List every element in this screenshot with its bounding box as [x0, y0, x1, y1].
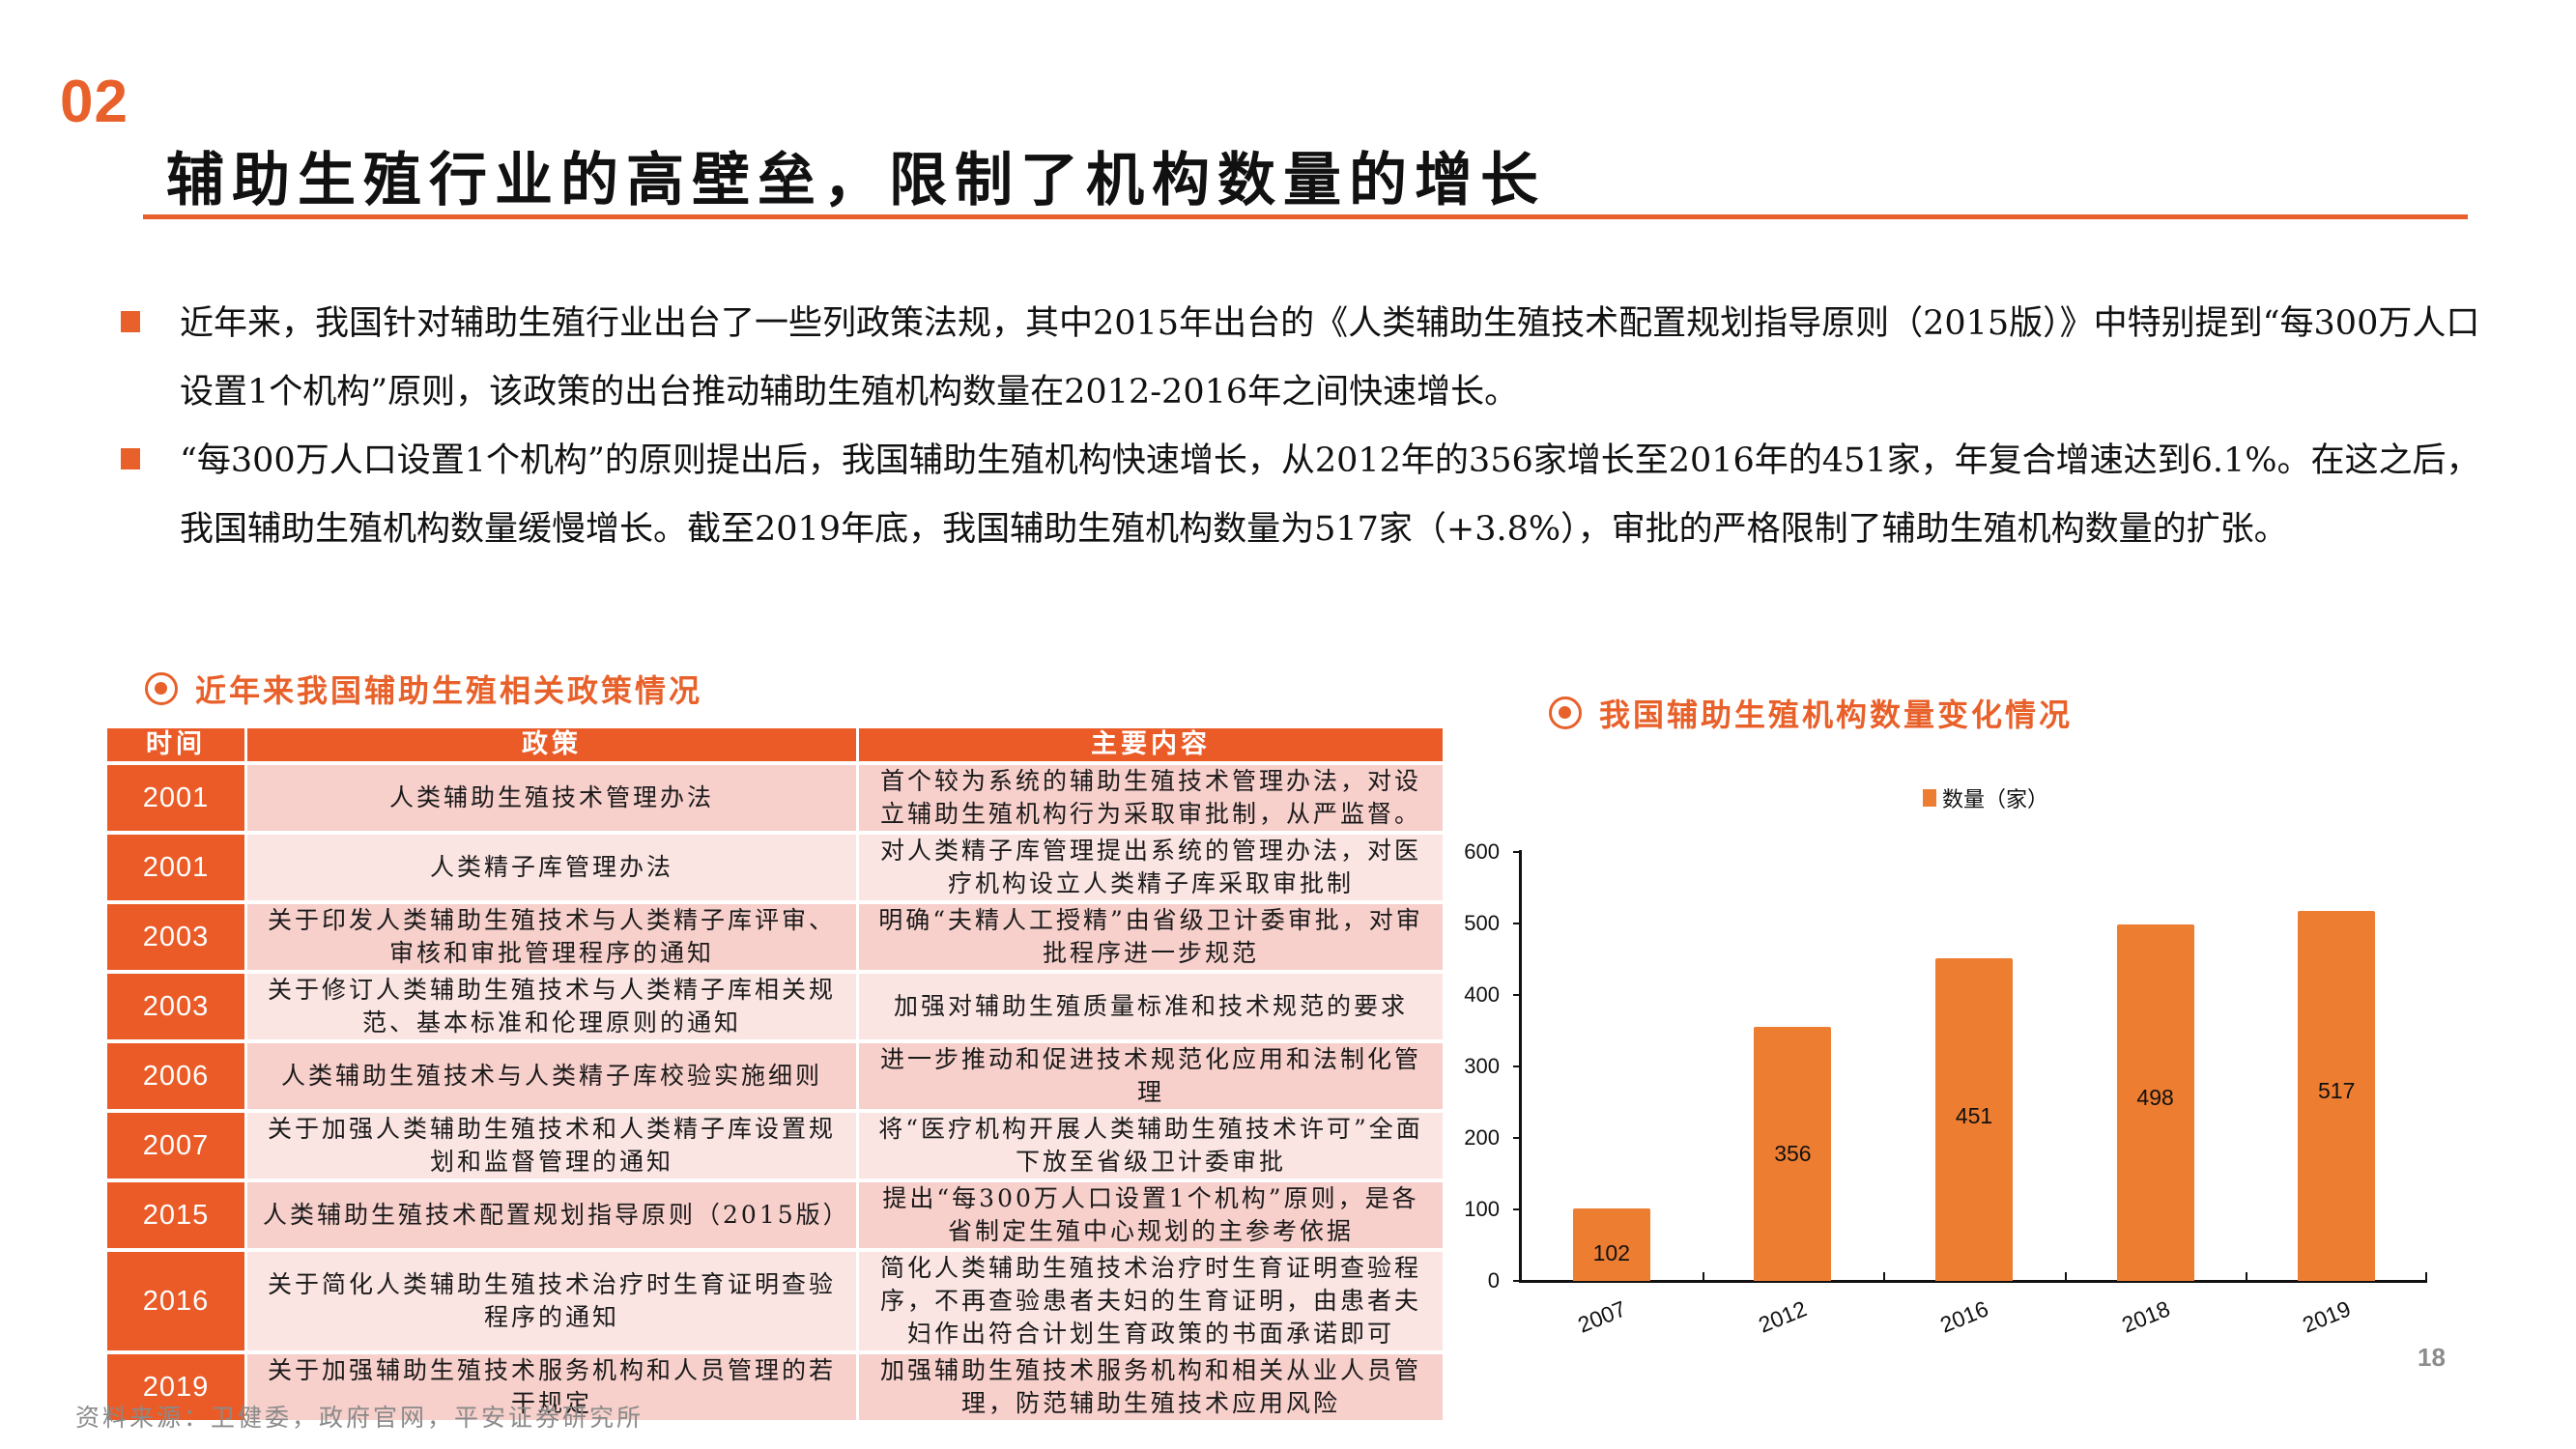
x-tick-mark: [1883, 1272, 1886, 1282]
year-cell: 2003: [107, 974, 244, 1039]
year-cell: 2006: [107, 1043, 244, 1109]
table-row: 2001 人类精子库管理办法 对人类精子库管理提出系统的管理办法，对医疗机构设立…: [107, 835, 1443, 900]
content-cell: 明确“夫精人工授精”由省级卫计委审批，对审批程序进一步规范: [859, 904, 1443, 970]
policy-table-heading: 近年来我国辅助生殖相关政策情况: [145, 667, 702, 711]
policy-cell: 关于简化人类辅助生殖技术治疗时生育证明查验程序的通知: [247, 1252, 856, 1350]
bar-2007: [1572, 1208, 1650, 1281]
chart-heading: 我国辅助生殖机构数量变化情况: [1549, 691, 2073, 735]
y-tick-mark: [1513, 1280, 1521, 1282]
data-label: 102: [1592, 1240, 1630, 1266]
x-tick-mark: [2064, 1272, 2067, 1282]
y-tick-mark: [1513, 994, 1521, 996]
data-label: 356: [1774, 1141, 1812, 1167]
policy-cell: 人类辅助生殖技术配置规划指导原则（2015版）: [247, 1182, 856, 1248]
table-row: 2015 人类辅助生殖技术配置规划指导原则（2015版） 提出“每300万人口设…: [107, 1182, 1443, 1248]
legend-swatch-icon: [1923, 789, 1936, 807]
y-tick-mark: [1513, 1208, 1521, 1210]
data-label: 451: [1955, 1103, 1993, 1129]
table-row: 2001 人类辅助生殖技术管理办法 首个较为系统的辅助生殖技术管理办法，对设立辅…: [107, 765, 1443, 831]
column-header-policy: 政策: [247, 728, 856, 761]
y-tick-mark: [1513, 923, 1521, 924]
chart-legend: 数量（家）: [1923, 782, 2048, 813]
title-underline-divider: [143, 214, 2468, 219]
y-tick-label: 300: [1464, 1054, 1500, 1078]
section-number: 02: [60, 69, 129, 135]
policy-cell: 关于修订人类辅助生殖技术与人类精子库相关规范、基本标准和伦理原则的通知: [247, 974, 856, 1039]
year-cell: 2001: [107, 835, 244, 900]
x-tick-label: 2007: [1574, 1295, 1630, 1338]
content-cell: 进一步推动和促进技术规范化应用和法制化管理: [859, 1043, 1443, 1109]
y-tick-label: 100: [1464, 1197, 1500, 1221]
y-tick-label: 0: [1487, 1268, 1500, 1293]
chart-section-title: 我国辅助生殖机构数量变化情况: [1599, 696, 2074, 733]
square-bullet-icon: [121, 448, 140, 469]
y-tick-mark: [1513, 1065, 1521, 1067]
target-circle-icon: [145, 672, 178, 705]
square-bullet-icon: [121, 311, 140, 332]
policy-cell: 人类精子库管理办法: [247, 835, 856, 900]
data-label: 517: [2318, 1077, 2356, 1103]
legend-label: 数量（家）: [1942, 787, 2049, 811]
table-row: 2003 关于修订人类辅助生殖技术与人类精子库相关规范、基本标准和伦理原则的通知…: [107, 974, 1443, 1039]
bar-2019: [2298, 911, 2376, 1281]
x-tick-label: 2016: [1936, 1295, 1992, 1338]
page-title: 辅助生殖行业的高壁垒，限制了机构数量的增长: [166, 147, 1546, 214]
data-label: 498: [2136, 1085, 2174, 1111]
y-tick-label: 500: [1464, 911, 1500, 935]
bar-2016: [1935, 958, 2013, 1281]
content-cell: 对人类精子库管理提出系统的管理办法，对医疗机构设立人类精子库采取审批制: [859, 835, 1443, 900]
policy-table-title: 近年来我国辅助生殖相关政策情况: [195, 672, 703, 709]
page-number: 18: [2418, 1343, 2446, 1372]
target-circle-icon: [1549, 696, 1582, 729]
bullet-text: “每300万人口设置1个机构”的原则提出后，我国辅助生殖机构快速增长，从2012…: [180, 441, 2480, 549]
column-header-time: 时间: [107, 728, 244, 761]
year-cell: 2019: [107, 1354, 244, 1420]
year-cell: 2003: [107, 904, 244, 970]
y-tick-mark: [1513, 851, 1521, 853]
bullet-text: 近年来，我国针对辅助生殖行业出台了一些列政策法规，其中2015年出台的《人类辅助…: [180, 304, 2480, 412]
y-tick-label: 600: [1464, 839, 1500, 864]
bullet-list: 近年来，我国针对辅助生殖行业出台了一些列政策法规，其中2015年出台的《人类辅助…: [116, 290, 2493, 564]
x-tick-mark: [2425, 1272, 2427, 1282]
bar-chart: 数量（家） 0 100 200 300 400 500 600 102 2007 356 2012 4…: [1449, 763, 2512, 1362]
table-row: 2007 关于加强人类辅助生殖技术和人类精子库设置规划和监督管理的通知 将“医疗…: [107, 1113, 1443, 1179]
policy-cell: 人类辅助生殖技术管理办法: [247, 765, 856, 831]
x-axis: [1519, 1280, 2427, 1283]
x-tick-mark: [1702, 1272, 1704, 1282]
bar-2018: [2116, 924, 2194, 1281]
content-cell: 加强辅助生殖技术服务机构和相关从业人员管理，防范辅助生殖技术应用风险: [859, 1354, 1443, 1420]
bar-2012: [1754, 1026, 1832, 1281]
year-cell: 2016: [107, 1252, 244, 1350]
y-tick-label: 200: [1464, 1125, 1500, 1150]
content-cell: 加强对辅助生殖质量标准和技术规范的要求: [859, 974, 1443, 1039]
bullet-item: “每300万人口设置1个机构”的原则提出后，我国辅助生殖机构快速增长，从2012…: [116, 427, 2493, 564]
source-note: 资料来源：卫健委，政府官网，平安证券研究所: [75, 1404, 644, 1432]
policy-cell: 关于印发人类辅助生殖技术与人类精子库评审、审核和审批管理程序的通知: [247, 904, 856, 970]
policy-cell: 关于加强人类辅助生殖技术和人类精子库设置规划和监督管理的通知: [247, 1113, 856, 1179]
y-tick-mark: [1513, 1137, 1521, 1139]
content-cell: 提出“每300万人口设置1个机构”原则，是各省制定生殖中心规划的主参考依据: [859, 1182, 1443, 1248]
y-tick-label: 400: [1464, 982, 1500, 1007]
x-tick-label: 2018: [2117, 1295, 2173, 1338]
table-row: 2003 关于印发人类辅助生殖技术与人类精子库评审、审核和审批管理程序的通知 明…: [107, 904, 1443, 970]
table-header-row: 时间 政策 主要内容: [107, 728, 1443, 761]
year-cell: 2015: [107, 1182, 244, 1248]
content-cell: 将“医疗机构开展人类辅助生殖技术许可”全面下放至省级卫计委审批: [859, 1113, 1443, 1179]
table-row: 2019 关于加强辅助生殖技术服务机构和人员管理的若干规定 加强辅助生殖技术服务…: [107, 1354, 1443, 1420]
x-tick-label: 2019: [2299, 1295, 2355, 1338]
content-cell: 首个较为系统的辅助生殖技术管理办法，对设立辅助生殖机构行为采取审批制，从严监督。: [859, 765, 1443, 831]
year-cell: 2007: [107, 1113, 244, 1179]
x-tick-mark: [2246, 1272, 2248, 1282]
table-row: 2006 人类辅助生殖技术与人类精子库校验实施细则 进一步推动和促进技术规范化应…: [107, 1043, 1443, 1109]
table-row: 2016 关于简化人类辅助生殖技术治疗时生育证明查验程序的通知 简化人类辅助生殖…: [107, 1252, 1443, 1350]
policy-table: 时间 政策 主要内容 2001 人类辅助生殖技术管理办法 首个较为系统的辅助生殖…: [104, 724, 1445, 1424]
bullet-item: 近年来，我国针对辅助生殖行业出台了一些列政策法规，其中2015年出台的《人类辅助…: [116, 290, 2493, 427]
x-tick-label: 2012: [1755, 1295, 1811, 1338]
policy-cell: 关于加强辅助生殖技术服务机构和人员管理的若干规定: [247, 1354, 856, 1420]
year-cell: 2001: [107, 765, 244, 831]
column-header-content: 主要内容: [859, 728, 1443, 761]
content-cell: 简化人类辅助生殖技术治疗时生育证明查验程序，不再查验患者夫妇的生育证明，由患者夫…: [859, 1252, 1443, 1350]
policy-cell: 人类辅助生殖技术与人类精子库校验实施细则: [247, 1043, 856, 1109]
